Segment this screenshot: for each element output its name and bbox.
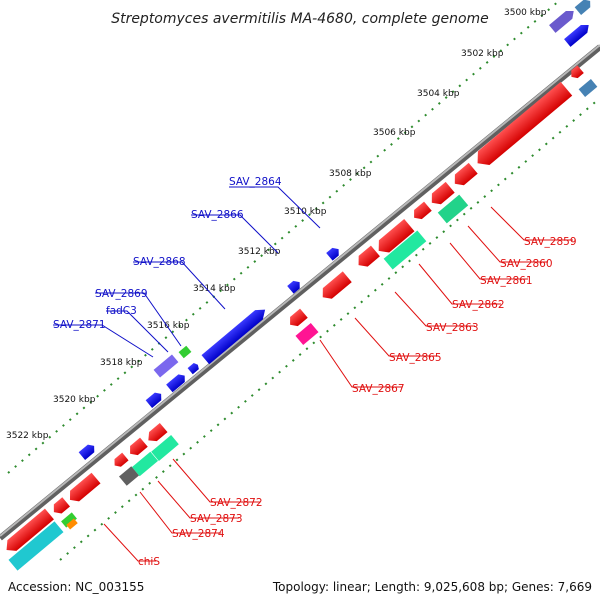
gene-arrow xyxy=(131,451,159,477)
gene-label: SAV_2861 xyxy=(480,275,533,287)
gene-label: fadC3 xyxy=(106,305,137,317)
gene-arrow xyxy=(8,521,64,571)
gene-arrow xyxy=(574,0,591,15)
tick-track-lower xyxy=(59,97,600,561)
gene-arrow xyxy=(571,65,584,79)
gene-arrow xyxy=(477,81,573,166)
gene-label: SAV_2868 xyxy=(133,256,186,268)
leader-lines-lower xyxy=(103,206,573,562)
kbp-label: 3518 kbp xyxy=(100,358,143,368)
gene-label: SAV_2867 xyxy=(352,383,405,395)
kbp-label: 3506 kbp xyxy=(373,128,416,138)
gene-arrow xyxy=(119,466,139,486)
gene-arrow xyxy=(549,11,574,33)
gene-arrow xyxy=(6,508,54,551)
gene-label: SAV_2860 xyxy=(500,258,553,270)
kbp-label: 3508 kbp xyxy=(329,169,372,179)
gene-arrow xyxy=(69,472,101,502)
gene-arrow xyxy=(358,245,380,267)
kbp-label: 3512 kbp xyxy=(238,247,281,257)
gene-label: chiS xyxy=(138,556,160,568)
gene-arrow xyxy=(378,219,415,253)
gene-labels-upper: SAV_2864 SAV_2866 SAV_2868 SAV_2869 fadC… xyxy=(53,176,282,331)
gene-label: SAV_2863 xyxy=(426,322,479,334)
kbp-label: 3516 kbp xyxy=(147,321,190,331)
genes-upper xyxy=(78,0,591,460)
gene-label: SAV_2862 xyxy=(452,299,505,311)
gene-arrow xyxy=(414,201,432,220)
kbp-label: 3520 kbp xyxy=(53,395,96,405)
gene-arrow xyxy=(114,452,129,467)
kbp-label: 3510 kbp xyxy=(284,207,327,217)
gene-arrow xyxy=(578,79,598,97)
gene-arrow xyxy=(326,247,339,261)
gene-arrow xyxy=(322,271,352,299)
gene-arrow xyxy=(564,25,589,47)
genome-title: Streptomyces avermitilis MA-4680, comple… xyxy=(111,11,489,27)
kbp-label: 3500 kbp xyxy=(504,8,547,18)
gene-arrow xyxy=(454,162,478,186)
gene-arrow xyxy=(187,363,199,375)
gene-arrow xyxy=(201,309,266,365)
gene-label: SAV_2872 xyxy=(210,497,263,509)
gene-arrow xyxy=(287,280,300,294)
gene-arrow xyxy=(178,345,192,359)
gene-arrow xyxy=(431,181,455,205)
gene-arrow xyxy=(166,374,185,393)
gene-arrow xyxy=(295,322,319,346)
gene-arrow xyxy=(53,497,70,514)
gene-label: SAV_2873 xyxy=(190,513,243,525)
gene-arrow xyxy=(145,392,162,408)
gene-arrow xyxy=(383,230,427,270)
gene-label: SAV_2864 xyxy=(229,176,282,188)
gene-arrow xyxy=(290,308,308,327)
gene-arrow xyxy=(78,444,95,460)
gene-arrow xyxy=(148,422,168,442)
gene-arrow xyxy=(130,437,148,456)
gene-arrow xyxy=(66,518,78,530)
kbp-label: 3502 kbp xyxy=(461,49,504,59)
gene-label: SAV_2871 xyxy=(53,319,106,331)
genes-lower xyxy=(6,65,598,571)
gene-arrow xyxy=(437,194,469,224)
gene-arrow xyxy=(153,354,179,378)
kbp-label: 3514 kbp xyxy=(193,284,236,294)
accession-text: Accession: NC_003155 xyxy=(8,580,145,594)
kbp-scale: 3500 kbp 3502 kbp 3504 kbp 3506 kbp 3508… xyxy=(6,8,547,441)
kbp-label: 3522 kbp xyxy=(6,431,49,441)
gene-label: SAV_2865 xyxy=(389,352,442,364)
kbp-label: 3504 kbp xyxy=(417,89,460,99)
gene-labels-lower: SAV_2859 SAV_2860 SAV_2861 SAV_2862 SAV_… xyxy=(138,236,577,568)
genome-summary-text: Topology: linear; Length: 9,025,608 bp; … xyxy=(272,580,592,594)
genome-backbone xyxy=(0,44,600,541)
gene-arrow xyxy=(61,512,77,528)
gene-arrow xyxy=(151,435,179,461)
gene-label: SAV_2874 xyxy=(172,528,225,540)
leader-lines-upper xyxy=(53,186,321,358)
gene-label: SAV_2859 xyxy=(524,236,577,248)
gene-label: SAV_2866 xyxy=(191,209,244,221)
gene-label: SAV_2869 xyxy=(95,288,148,300)
